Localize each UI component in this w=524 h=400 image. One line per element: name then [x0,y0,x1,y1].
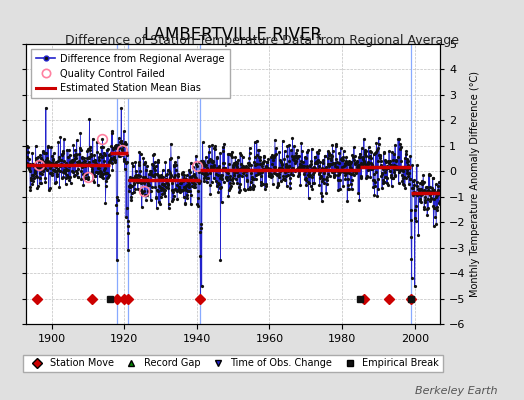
Text: Difference of Station Temperature Data from Regional Average: Difference of Station Temperature Data f… [65,34,459,47]
Title: LAMBERTVILLE RIVER: LAMBERTVILLE RIVER [144,26,322,44]
Legend: Station Move, Record Gap, Time of Obs. Change, Empirical Break: Station Move, Record Gap, Time of Obs. C… [23,354,443,372]
Text: Berkeley Earth: Berkeley Earth [416,386,498,396]
Y-axis label: Monthly Temperature Anomaly Difference (°C): Monthly Temperature Anomaly Difference (… [470,71,480,297]
